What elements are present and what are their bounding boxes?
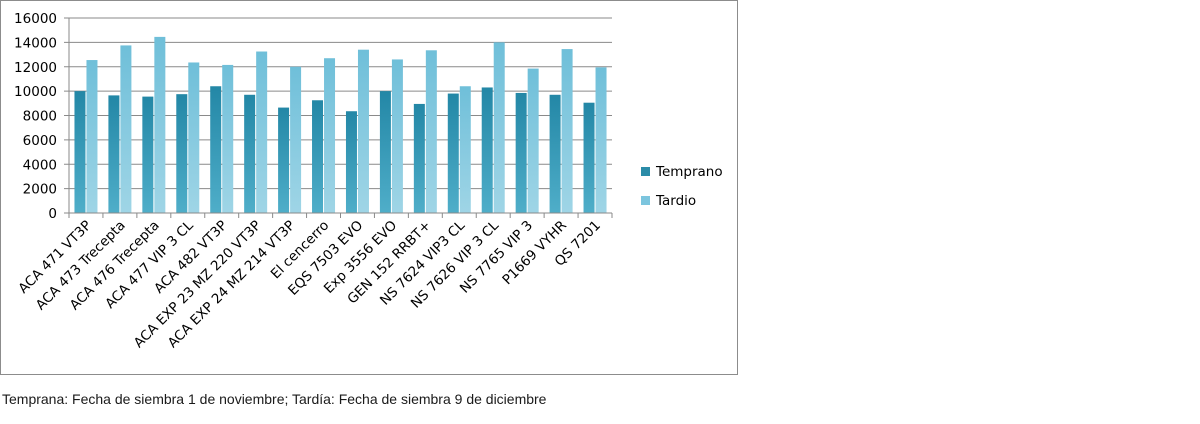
bar-tardio [561, 49, 573, 213]
bar-tardio [256, 51, 268, 213]
bar-tardio [222, 64, 234, 213]
y-tick-label: 16000 [14, 11, 57, 27]
y-tick-label: 14000 [14, 35, 57, 51]
bar-temprano [142, 96, 154, 213]
bar-tardio [391, 59, 403, 213]
bar-temprano [345, 111, 357, 213]
legend-swatch-temprano [641, 167, 650, 176]
bar-tardio [357, 49, 369, 213]
bar-temprano [210, 86, 222, 213]
bar-tardio [493, 42, 505, 213]
bar-tardio [425, 50, 437, 213]
bar-temprano [74, 91, 86, 213]
figure-caption: Temprana: Fecha de siembra 1 de noviembr… [2, 391, 547, 407]
legend-swatch-tardio [641, 196, 650, 205]
y-tick-label: 10000 [14, 84, 57, 100]
bar-tardio [154, 36, 166, 213]
y-tick-label: 6000 [23, 133, 57, 149]
y-tick-label: 12000 [14, 60, 57, 76]
bar-temprano [549, 94, 561, 213]
legend-label: Temprano [655, 164, 723, 180]
y-tick-label: 2000 [23, 182, 57, 198]
bar-temprano [278, 107, 290, 213]
legend-label: Tardio [655, 193, 696, 209]
bar-temprano [108, 95, 120, 213]
bar-temprano [583, 102, 595, 213]
bar-tardio [290, 66, 302, 213]
bar-temprano [379, 91, 391, 213]
bar-temprano [515, 92, 527, 213]
bar-tardio [527, 68, 539, 213]
bar-tardio [120, 45, 132, 213]
y-tick-label: 0 [48, 206, 57, 222]
bar-tardio [595, 67, 607, 213]
bar-tardio [324, 58, 336, 213]
bar-chart: 0200040006000800010000120001400016000ACA… [14, 11, 723, 351]
bar-temprano [413, 103, 425, 213]
bar-temprano [176, 94, 188, 213]
bar-tardio [459, 86, 471, 213]
bar-tardio [86, 60, 98, 213]
bar-temprano [481, 87, 493, 213]
bar-temprano [447, 93, 459, 213]
bar-tardio [188, 62, 200, 213]
bar-temprano [244, 94, 256, 213]
y-tick-label: 8000 [23, 109, 57, 125]
y-tick-label: 4000 [23, 157, 57, 173]
bar-temprano [312, 100, 324, 213]
